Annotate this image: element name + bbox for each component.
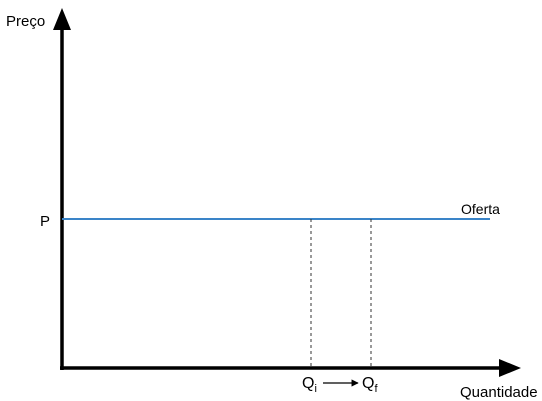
y-axis-arrowhead	[53, 8, 71, 30]
y-axis-label: Preço	[6, 13, 45, 30]
qi-label-base: Q	[302, 375, 314, 392]
qi-label-subscript: i	[314, 383, 316, 395]
price-label: P	[40, 213, 50, 230]
qi-label: Qi	[302, 375, 317, 395]
qf-label: Qf	[362, 375, 378, 395]
supply-label: Oferta	[461, 201, 500, 217]
qf-label-subscript: f	[374, 383, 378, 395]
qf-label-base: Q	[362, 375, 374, 392]
x-axis-label: Quantidade	[460, 384, 538, 401]
x-axis-arrowhead	[499, 359, 521, 377]
